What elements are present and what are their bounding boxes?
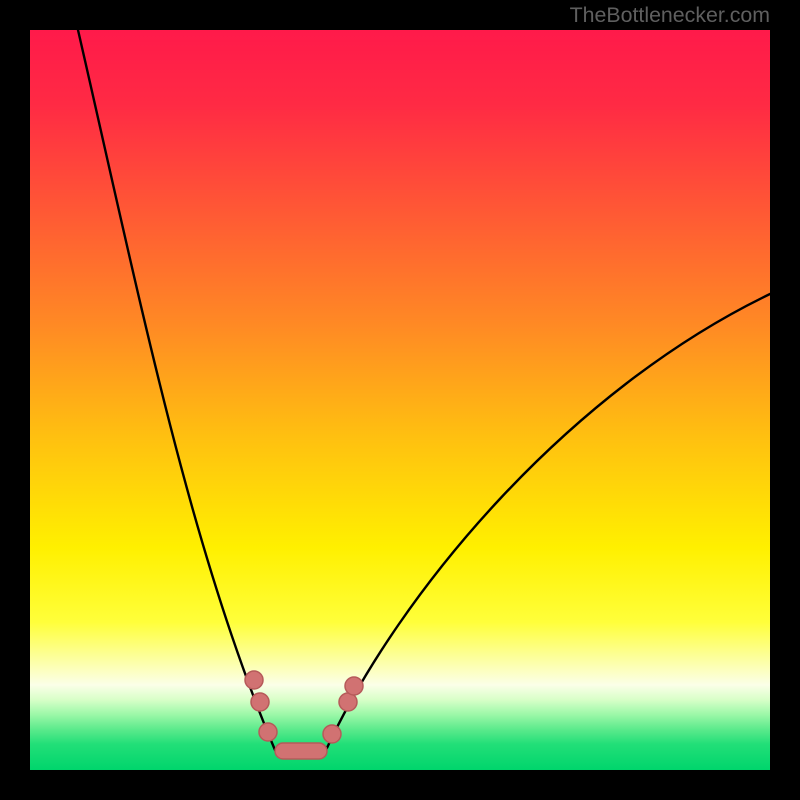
data-marker <box>251 693 269 711</box>
watermark-text: TheBottlenecker.com <box>570 3 770 28</box>
trough-marker <box>275 743 327 759</box>
data-marker <box>345 677 363 695</box>
data-marker <box>245 671 263 689</box>
data-marker <box>323 725 341 743</box>
marker-group <box>245 671 363 759</box>
chart-svg <box>30 30 770 770</box>
data-marker <box>259 723 277 741</box>
plot-area <box>30 30 770 770</box>
bottleneck-curve <box>78 30 770 750</box>
